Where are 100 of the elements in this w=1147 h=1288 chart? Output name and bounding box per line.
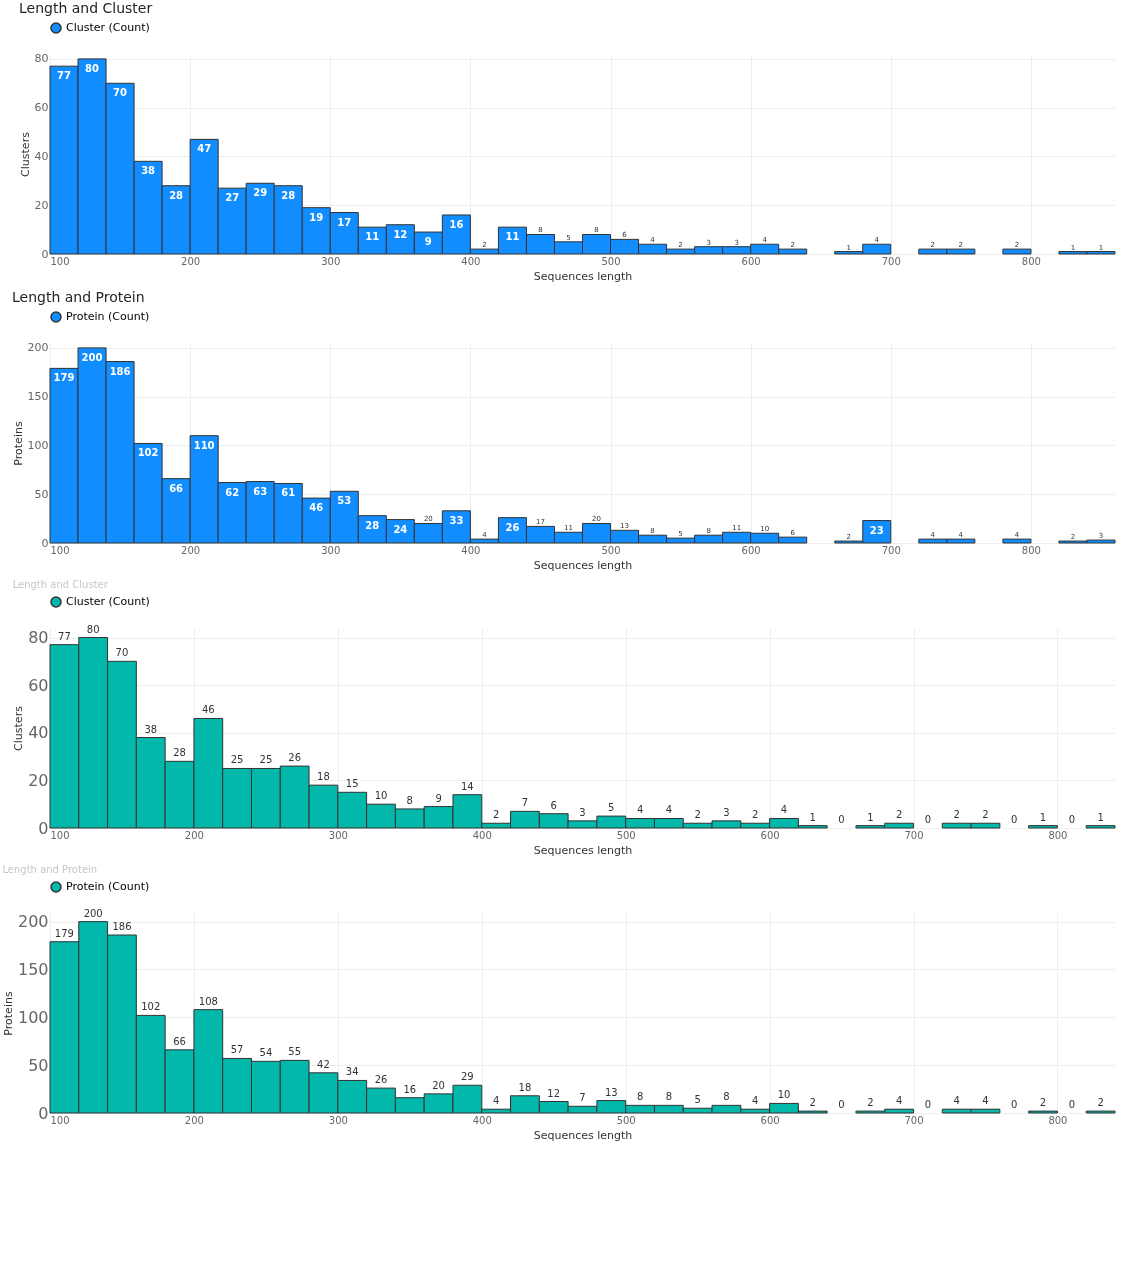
- data-label: 0: [1068, 1099, 1076, 1110]
- y-axis-title: Proteins: [11, 421, 25, 466]
- data-label: 4: [953, 1095, 960, 1107]
- x-tick-label: 600: [760, 1114, 780, 1126]
- x-axis-title: Sequences length: [533, 558, 633, 572]
- data-label: 28: [169, 189, 184, 201]
- data-label: 102: [141, 1001, 161, 1013]
- data-label: 4: [752, 1095, 759, 1107]
- data-label: 38: [141, 165, 156, 177]
- data-label: 70: [113, 87, 128, 99]
- data-label: 42: [317, 1058, 330, 1070]
- x-tick-label: 600: [760, 829, 780, 841]
- data-label: 26: [374, 1074, 388, 1086]
- data-label: 26: [288, 752, 302, 764]
- y-tick-label: 0: [38, 1103, 49, 1123]
- legend-label: Protein (Count): [66, 880, 150, 893]
- data-label: 16: [449, 218, 464, 230]
- data-label: 28: [173, 747, 186, 759]
- chart-title: Length and Cluster: [12, 579, 109, 590]
- data-label: 18: [317, 771, 330, 783]
- y-tick-label: 150: [17, 959, 49, 979]
- data-label: 4: [982, 1095, 989, 1107]
- x-tick-label: 700: [881, 255, 901, 267]
- data-label: 25: [259, 754, 273, 766]
- data-label: 55: [288, 1046, 302, 1058]
- data-label: 186: [112, 921, 132, 933]
- data-label: 6: [550, 799, 557, 811]
- data-label: 29: [253, 187, 268, 199]
- x-tick-label: 600: [741, 255, 761, 267]
- x-tick-label: 100: [50, 829, 70, 841]
- data-label: 110: [193, 439, 215, 451]
- chart-title: Length and Protein: [2, 864, 98, 875]
- data-label: 5: [608, 802, 615, 814]
- data-label: 11: [505, 231, 520, 243]
- data-label: 1: [1097, 811, 1104, 823]
- data-label: 179: [53, 372, 75, 384]
- data-label: 2: [895, 809, 903, 821]
- data-label: 4: [895, 1095, 903, 1107]
- y-tick-label: 60: [28, 675, 49, 695]
- data-label: 10: [374, 790, 388, 802]
- data-label: 46: [309, 502, 324, 514]
- data-label: 200: [83, 907, 103, 919]
- data-label: 14: [461, 780, 474, 792]
- data-label: 47: [197, 143, 212, 155]
- x-tick-label: 200: [184, 829, 204, 841]
- y-axis-title: Clusters: [12, 705, 26, 751]
- y-tick-label: 40: [34, 149, 49, 163]
- x-tick-label: 500: [601, 255, 621, 267]
- y-tick-label: 150: [27, 390, 49, 404]
- data-label: 2: [867, 1097, 874, 1109]
- data-label: 9: [435, 792, 442, 804]
- x-tick-label: 800: [1021, 255, 1041, 267]
- data-label: 4: [780, 804, 788, 816]
- data-label: 15: [345, 778, 359, 790]
- x-tick-label: 700: [904, 829, 924, 841]
- data-label: 0: [1068, 814, 1076, 825]
- data-label: 34: [345, 1066, 359, 1078]
- data-label: 2: [694, 809, 701, 821]
- data-label: 9: [424, 236, 432, 248]
- data-label: 26: [505, 521, 520, 533]
- y-tick-label: 60: [34, 101, 49, 115]
- data-label: 2: [1039, 1097, 1047, 1109]
- legend-label: Cluster (Count): [66, 595, 150, 608]
- data-label: 11: [365, 231, 380, 243]
- x-tick-label: 400: [472, 1114, 492, 1126]
- data-label: 13: [604, 1086, 618, 1098]
- data-label: 33: [449, 514, 464, 526]
- data-label: 23: [869, 524, 884, 536]
- data-label: 12: [547, 1087, 561, 1099]
- y-axis-title: Proteins: [1, 991, 15, 1036]
- x-tick-label: 800: [1021, 544, 1041, 556]
- data-label: 61: [281, 487, 296, 499]
- x-tick-label: 200: [184, 1114, 204, 1126]
- data-label: 7: [521, 797, 529, 809]
- data-label: 57: [230, 1044, 244, 1056]
- data-label: 0: [838, 814, 845, 825]
- y-tick-label: 200: [27, 341, 49, 355]
- x-tick-label: 600: [741, 544, 761, 556]
- data-label: 62: [225, 486, 240, 498]
- data-label: 77: [57, 70, 72, 82]
- data-label: 46: [201, 704, 215, 716]
- legend-label: Protein (Count): [66, 310, 150, 323]
- x-tick-label: 300: [328, 1114, 348, 1126]
- data-label: 29: [461, 1071, 474, 1083]
- x-axis-title: Sequences length: [533, 843, 633, 857]
- chart-title: Length and Cluster: [19, 0, 153, 16]
- data-label: 7: [579, 1092, 586, 1104]
- data-label: 8: [723, 1091, 730, 1103]
- y-tick-label: 0: [41, 536, 49, 550]
- x-tick-label: 700: [881, 544, 901, 556]
- data-label: 25: [230, 754, 244, 766]
- data-label: 18: [518, 1081, 532, 1093]
- legend-label: Cluster (Count): [66, 21, 150, 34]
- data-label: 0: [924, 814, 932, 825]
- x-axis-title: Sequences length: [533, 269, 633, 283]
- data-label: 4: [636, 804, 644, 816]
- data-label: 77: [58, 630, 71, 642]
- data-label: 38: [144, 723, 158, 735]
- x-tick-label: 100: [50, 1114, 70, 1126]
- data-label: 20: [432, 1079, 445, 1091]
